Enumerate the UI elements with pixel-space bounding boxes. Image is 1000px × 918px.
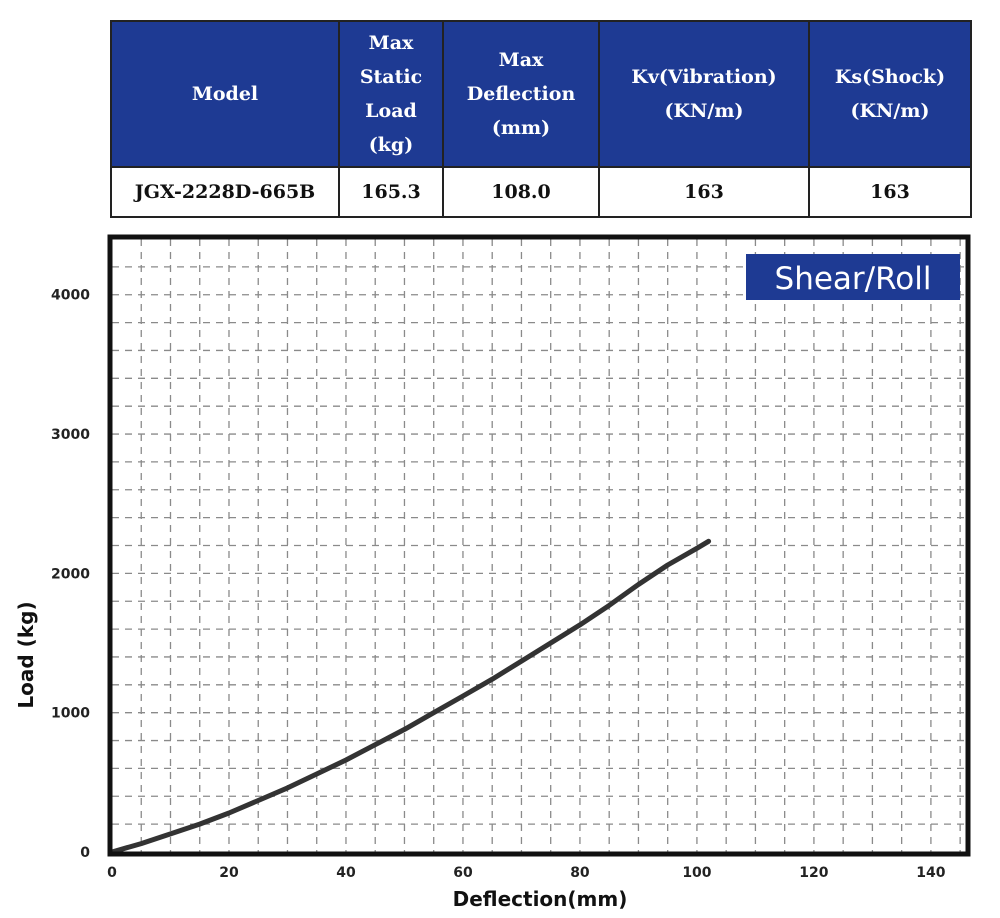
cell-model: JGX-2228D-665B	[110, 166, 340, 218]
grid-lines	[112, 239, 966, 852]
title-badge-bg	[746, 254, 960, 300]
x-tick-label: 120	[799, 865, 828, 881]
header-max-deflection: Max Deflection (mm)	[442, 20, 600, 168]
spec-header-row: Model Max Static Load (kg) Max Deflectio…	[110, 20, 972, 168]
y-axis-title: Load (kg)	[14, 601, 38, 708]
x-tick-label: 20	[219, 865, 239, 881]
tick-labels: 0 20 40 60 80 100 120 140 0 1000 2000 3000 4000	[51, 288, 946, 881]
cell-max-deflection: 108.0	[442, 166, 600, 218]
header-ks-shock: Ks(Shock) (KN/m)	[808, 20, 972, 168]
x-tick-label: 100	[682, 865, 711, 881]
spec-value-row: JGX-2228D-665B 165.3 108.0 163 163	[110, 166, 972, 218]
header-model: Model	[110, 20, 340, 168]
plot-frame	[107, 234, 971, 857]
y-tick-label: 2000	[51, 566, 90, 582]
cell-max-static-load: 165.3	[338, 166, 444, 218]
header-max-static-load: Max Static Load (kg)	[338, 20, 444, 168]
title-badge: Shear/Roll	[746, 254, 960, 300]
chart-title: Shear/Roll	[775, 261, 932, 297]
load-deflection-curve	[109, 538, 712, 855]
y-tick-label: 1000	[51, 706, 90, 722]
x-axis-title: Deflection(mm)	[453, 887, 628, 911]
curve-layer	[109, 538, 712, 855]
y-tick-label: 0	[80, 845, 90, 861]
spec-table: Model Max Static Load (kg) Max Deflectio…	[110, 20, 972, 218]
header-kv-vibration: Kv(Vibration) (KN/m)	[598, 20, 810, 168]
x-tick-label: 140	[916, 865, 945, 881]
x-tick-label: 0	[107, 865, 117, 881]
x-tick-label: 60	[453, 865, 473, 881]
cell-kv-vibration: 163	[598, 166, 810, 218]
y-tick-label: 4000	[51, 288, 90, 304]
cell-ks-shock: 163	[808, 166, 972, 218]
x-tick-label: 40	[336, 865, 356, 881]
x-tick-label: 80	[570, 865, 590, 881]
y-tick-label: 3000	[51, 427, 90, 443]
